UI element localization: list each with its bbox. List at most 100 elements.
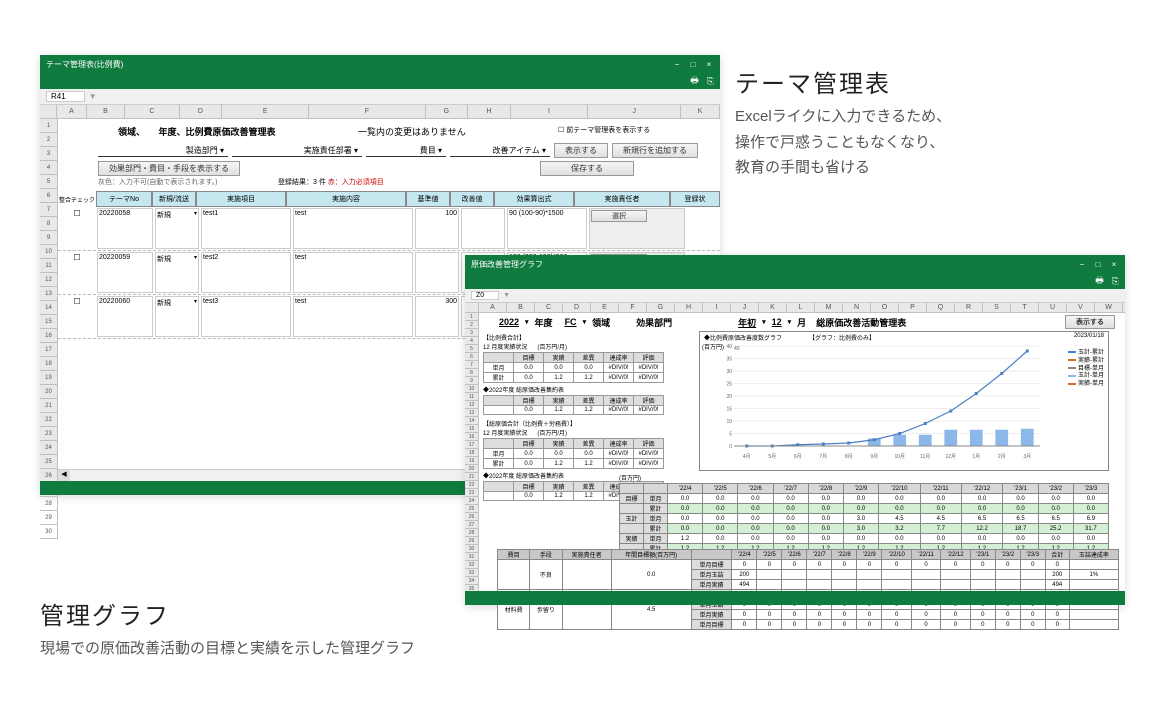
svg-text:15: 15 xyxy=(726,407,732,413)
svg-text:12月: 12月 xyxy=(945,454,956,460)
banner-msg: 一覧内の変更はありません xyxy=(358,125,466,138)
row-headers: 1234567891011121314151617181920212223242… xyxy=(40,119,58,481)
from-val[interactable]: 年初 xyxy=(738,316,756,329)
chart-date: 2023/01/18 xyxy=(1074,333,1104,342)
resp-label: 実施責任部署 xyxy=(304,146,352,155)
chart-title: ◆比例費原価改善度数グラフ 【グラフ：比例費のみ】 xyxy=(704,333,875,342)
management-graph-window: 原価改善管理グラフ − □ × 🖶 ⎘ Z0 ▼ ABCDEFGHIJKLMNO… xyxy=(465,255,1125,605)
export-icon[interactable]: ⎘ xyxy=(707,76,714,87)
column-headers: ABCDEFGHIJK xyxy=(40,105,720,119)
bottom-table-wrap: 費目手段実施責任者年間目標額(百万円)'22/4'22/5'22/6'22/7'… xyxy=(497,549,1119,630)
minimize-icon[interactable]: − xyxy=(672,59,682,69)
th: 基準値 xyxy=(406,191,450,207)
svg-text:1月: 1月 xyxy=(972,454,980,460)
item-label: 改善アイテム xyxy=(493,146,540,155)
annotation-sub-1: Excelライクに入力できるため、 操作で戸惑うこともなくなり、 教育の手間も省… xyxy=(735,104,951,181)
annotation-sub-1-line: 教育の手間も省ける xyxy=(735,155,951,181)
svg-text:3月: 3月 xyxy=(1023,454,1031,460)
close-icon[interactable]: × xyxy=(704,59,714,69)
chart-area: ◆比例費原価改善度数グラフ 【グラフ：比例費のみ】 2023/01/18 (百万… xyxy=(699,331,1109,471)
row-headers-2: 1234567891011121314151617181920212223242… xyxy=(465,313,479,591)
chart-legend: 玉計-累計実績-累計目標-単月玉計-単月実績-単月 xyxy=(1068,350,1104,389)
print-icon[interactable]: 🖶 xyxy=(1095,273,1104,289)
th: 実施内容 xyxy=(286,191,406,207)
filter-row: 製造部門 ▾ 実施責任部署 ▾ 費目 ▾ 改善アイテム ▾ 表示する 新規行を追… xyxy=(98,143,710,158)
sheet-title: 領域、 年度、比例費原価改善管理表 xyxy=(118,125,276,138)
mon-lbl: 月 xyxy=(797,316,806,329)
show-button[interactable]: 表示する xyxy=(554,143,608,158)
svg-text:40: 40 xyxy=(734,346,740,352)
save-button[interactable]: 保存する xyxy=(540,161,634,176)
sheet-content-2: 2022▾年度 FC▾領域 効果部門 年初▾ 12▾月 総原価改善活動管理表 表… xyxy=(479,313,1125,591)
svg-text:6月: 6月 xyxy=(794,454,802,460)
th: 実施責任者 xyxy=(574,191,670,207)
annotation-title-1: テーマ管理表 xyxy=(735,64,891,99)
window-title-2: 原価改善管理グラフ xyxy=(471,259,543,270)
year-lbl: 年度 xyxy=(535,316,553,329)
button-row-2: 効果部門・費目・手段を表示する 保存する xyxy=(98,161,634,176)
maximize-icon[interactable]: □ xyxy=(688,59,698,69)
div-lbl: 領域 xyxy=(592,316,610,329)
svg-text:7月: 7月 xyxy=(819,454,827,460)
minimize-icon[interactable]: − xyxy=(1077,259,1087,269)
dept-label: 製造部門 xyxy=(186,146,218,155)
print-icon[interactable]: 🖶 xyxy=(690,73,699,89)
titlebar-1: テーマ管理表(比例費) − □ × xyxy=(40,55,720,73)
formula-bar-2: Z0 ▼ xyxy=(465,289,1125,303)
svg-text:30: 30 xyxy=(726,369,732,375)
annotation-title-2: 管理グラフ xyxy=(40,596,170,631)
ribbon-1: 🖶 ⎘ xyxy=(40,73,720,89)
detail-button[interactable]: 効果部門・費目・手段を表示する xyxy=(98,161,240,176)
monthly-unit: (百万円) xyxy=(619,473,1109,482)
mon-val[interactable]: 12 xyxy=(772,317,782,327)
annotation-sub-1-line: 操作で戸惑うこともなくなり、 xyxy=(735,130,951,156)
svg-text:5月: 5月 xyxy=(768,454,776,460)
th: 効果算出式 xyxy=(494,191,574,207)
rowcheck-label: 整合チェック xyxy=(58,191,96,207)
statusbar-2 xyxy=(465,591,1125,605)
svg-text:2月: 2月 xyxy=(998,454,1006,460)
th: 登録状 xyxy=(670,191,720,207)
svg-text:5: 5 xyxy=(729,432,732,438)
titlebar-2: 原価改善管理グラフ − □ × xyxy=(465,255,1125,273)
formula-bar: R41 ▼ xyxy=(40,89,720,105)
column-headers-2: ABCDEFGHIJKLMNOPQRSTUVW xyxy=(465,303,1125,313)
ribbon-2: 🖶 ⎘ xyxy=(465,273,1125,289)
close-icon[interactable]: × xyxy=(1109,259,1119,269)
window-title-1: テーマ管理表(比例費) xyxy=(46,59,123,70)
graph-filter-row: 2022▾年度 FC▾領域 効果部門 年初▾ 12▾月 総原価改善活動管理表 表… xyxy=(499,315,1115,329)
chart-svg: 05101520253035404月5月6月7月8月9月10月11月12月1月2… xyxy=(714,342,1054,468)
annotation-sub-2: 現場での原価改善活動の目標と実績を示した管理グラフ xyxy=(40,636,415,662)
svg-text:0: 0 xyxy=(729,444,732,450)
maximize-icon[interactable]: □ xyxy=(1093,259,1103,269)
graph-heading: 総原価改善活動管理表 xyxy=(816,316,906,329)
svg-text:40: 40 xyxy=(726,344,732,350)
monthly-table: '22/4'22/5'22/6'22/7'22/8'22/9'22/10'22/… xyxy=(619,483,1109,554)
annotation-sub-1-line: Excelライクに入力できるため、 xyxy=(735,104,951,130)
cell-ref-2[interactable]: Z0 xyxy=(471,291,499,300)
note-gray: 灰色：入力不可(自動で表示されます。) xyxy=(98,177,217,187)
svg-text:11月: 11月 xyxy=(920,454,930,460)
export-icon[interactable]: ⎘ xyxy=(1112,276,1119,287)
graph-show-button[interactable]: 表示する xyxy=(1065,315,1115,329)
svg-text:10: 10 xyxy=(726,419,732,425)
checkbox-prev[interactable]: ☐ 前テーマ管理表を表示する xyxy=(558,125,650,135)
svg-text:9月: 9月 xyxy=(870,454,878,460)
cost-label: 費目 xyxy=(420,146,436,155)
year-val[interactable]: 2022 xyxy=(499,317,519,327)
svg-text:4月: 4月 xyxy=(743,454,751,460)
note-count: 登録結果：3 件 赤：入力必須項目 xyxy=(278,177,384,187)
bottom-table: 費目手段実施責任者年間目標額(百万円)'22/4'22/5'22/6'22/7'… xyxy=(497,549,1119,630)
th: 新規/流送 xyxy=(152,191,196,207)
div-val[interactable]: FC xyxy=(565,317,577,327)
svg-text:10月: 10月 xyxy=(894,454,905,460)
svg-text:25: 25 xyxy=(726,382,732,388)
th: 実施項目 xyxy=(196,191,286,207)
sec-lbl: 効果部門 xyxy=(636,316,672,329)
svg-text:8月: 8月 xyxy=(845,454,853,460)
th: テーマNo xyxy=(96,191,152,207)
th: 改善値 xyxy=(450,191,494,207)
svg-text:35: 35 xyxy=(726,357,732,363)
cell-ref[interactable]: R41 xyxy=(46,91,85,102)
newrow-button[interactable]: 新規行を追加する xyxy=(612,143,698,158)
